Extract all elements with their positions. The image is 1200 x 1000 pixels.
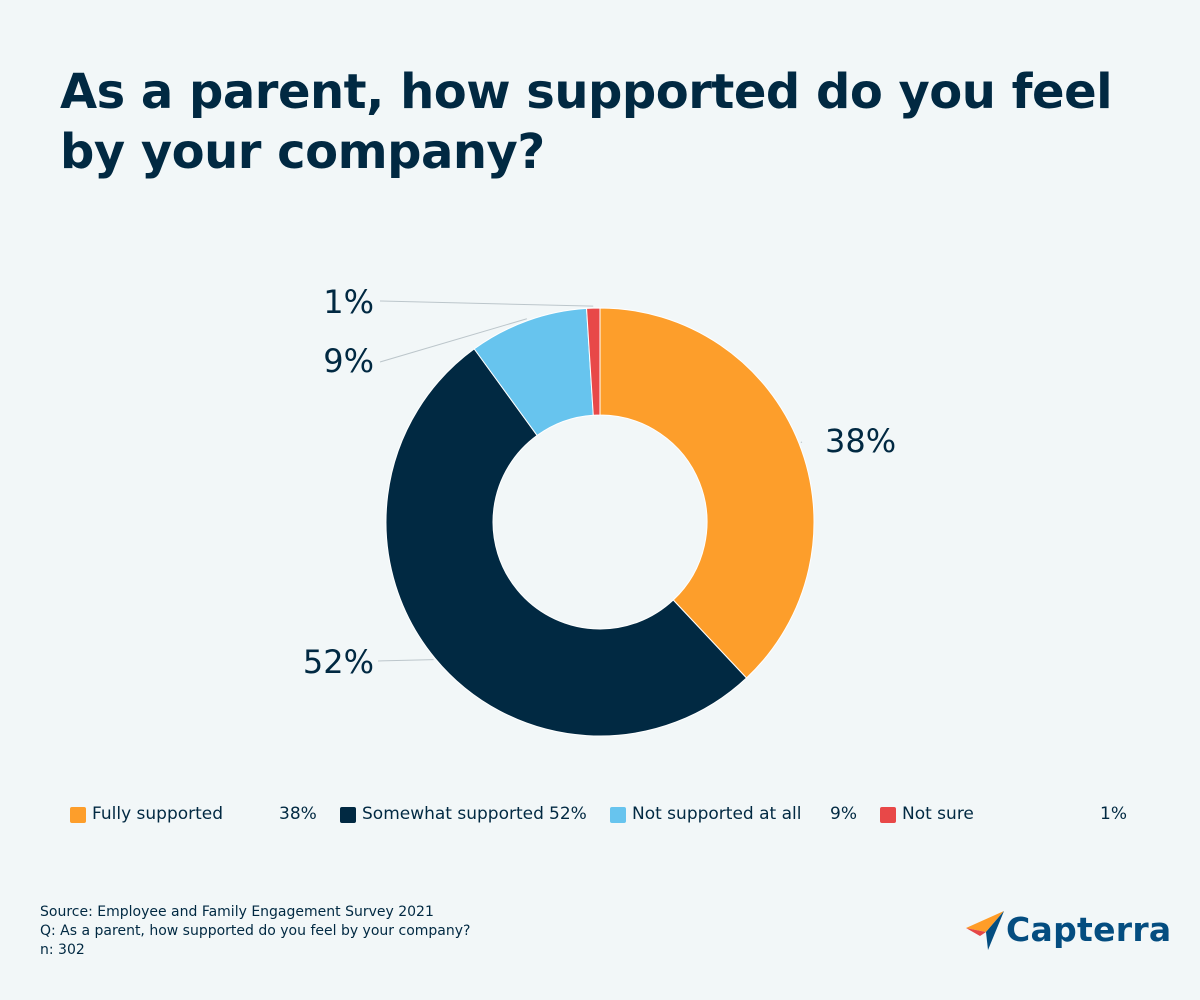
legend-label: Not supported at all [632,804,802,824]
capterra-arrow-icon [966,911,1004,950]
legend-value: 1% [1100,804,1127,824]
logo-wordmark: Capterra [1006,910,1172,949]
legend-label: Fully supported [92,804,224,824]
legend-swatch [340,807,356,823]
data-labels: 38% 52% 9% 1% [303,283,896,681]
leader-line-not-supported-at-all [379,318,527,363]
data-label-not-supported-at-all: 9% [323,342,374,380]
legend-swatch [610,807,626,823]
data-label-not-sure: 1% [323,283,374,321]
slice-fully-supported [599,307,815,679]
legend-label: Not sure [902,804,974,824]
leader-line-somewhat-supported [377,659,434,662]
legend-swatch [880,807,896,823]
leader-line-not-sure [379,300,594,307]
legend-value: 38% [279,804,317,824]
source-note: Source: Employee and Family Engagement S… [40,903,470,960]
legend-value: 52% [549,804,587,824]
leader-lines [377,300,803,662]
data-label-somewhat-supported: 52% [303,643,374,681]
legend-label: Somewhat supported [362,804,544,824]
slice-not-sure [586,307,601,416]
donut-slices [385,307,815,737]
legend-swatch [70,807,86,823]
source-line: Source: Employee and Family Engagement S… [40,904,434,920]
sample-size-line: n: 302 [40,942,85,958]
data-label-fully-supported: 38% [825,422,896,460]
question-line: Q: As a parent, how supported do you fee… [40,923,471,939]
legend: Fully supported 38% Somewhat supported 5… [0,802,1200,828]
legend-value: 9% [830,804,857,824]
chart-title: As a parent, how supported do you feel b… [60,64,1113,180]
slice-somewhat-supported [385,348,748,737]
capterra-logo: Capterra [966,908,1171,954]
